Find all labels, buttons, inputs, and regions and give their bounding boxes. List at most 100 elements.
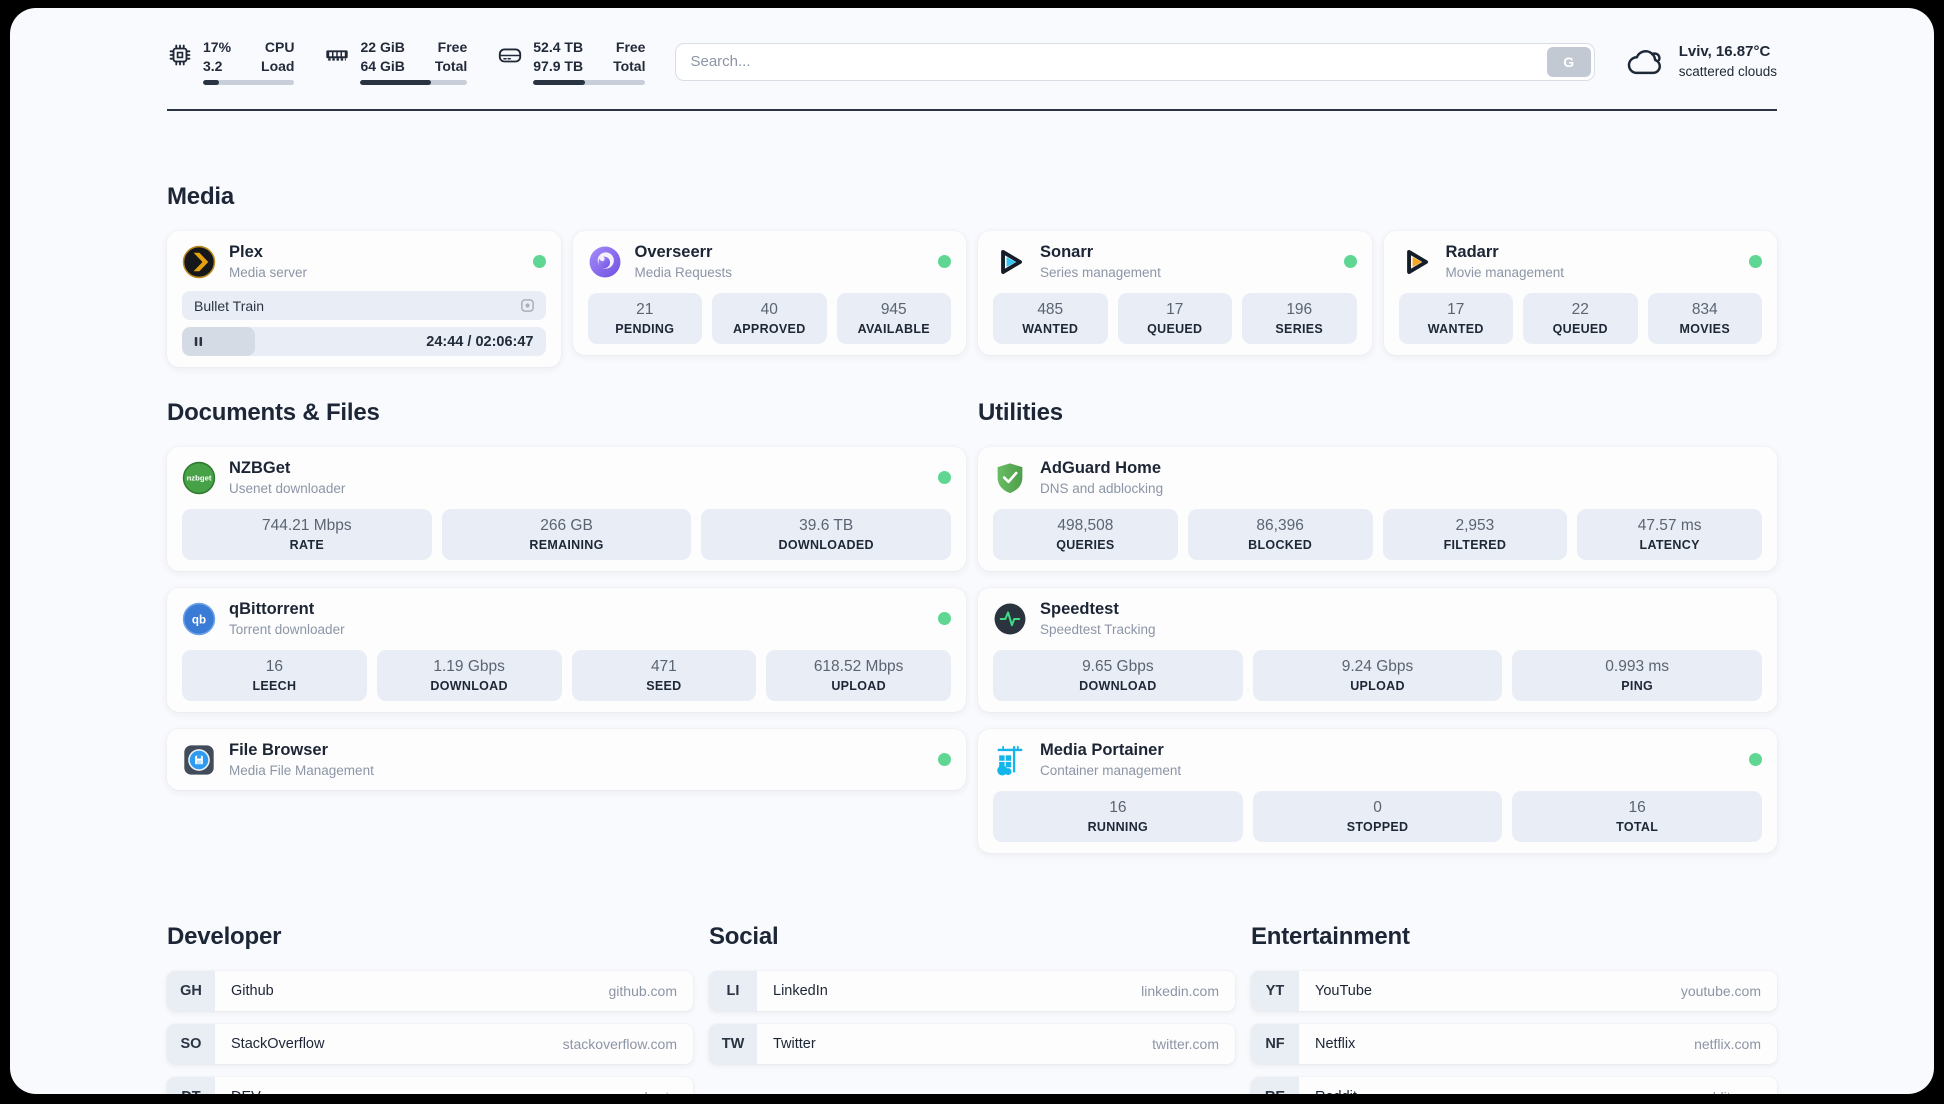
stat-box: 834 MOVIES — [1647, 293, 1762, 345]
stat-box: 21 PENDING — [587, 293, 702, 345]
link-row-stackoverflow[interactable]: SO StackOverflow stackoverflow.com — [167, 1024, 693, 1065]
app-name: Overseerr — [634, 243, 713, 262]
app-card-header: Sonarr Series management — [993, 242, 1357, 281]
stat-value: 0 — [1373, 798, 1382, 816]
section-media: Media Plex Media server Bullet Train 24:44 … — [167, 183, 1777, 368]
nzbget-icon: nzbget — [182, 461, 216, 495]
stat-value: 40 — [760, 301, 778, 319]
stat-value: 945 — [880, 301, 907, 319]
status-dot-online — [1343, 255, 1357, 269]
stat-label: DOWNLOAD — [1079, 679, 1157, 694]
pause-icon — [192, 335, 205, 348]
app-card-sonarr[interactable]: Sonarr Series management 485 WANTED 17 QUEUED… — [978, 231, 1372, 356]
stats-row: 9.65 Gbps DOWNLOAD 9.24 Gbps UPLOAD 0.993 ms… — [993, 649, 1763, 702]
app-subtitle: Series management — [1040, 265, 1161, 280]
link-url: twitter.com — [1152, 1036, 1219, 1053]
stat-value: 9.65 Gbps — [1082, 657, 1154, 675]
app-card-portainer[interactable]: Media Portainer Container management 16 RUN… — [978, 729, 1777, 854]
disk-monitor-body: 52.4 TB Free 97.9 TB Total — [533, 38, 646, 86]
stat-box: 196 SERIES — [1242, 293, 1357, 345]
stat-label: RUNNING — [1087, 820, 1149, 835]
stats-row: 16 LEECH 1.19 Gbps DOWNLOAD 471 SEED 618.52 Mb… — [182, 649, 951, 702]
link-row-dev[interactable]: DT DEV dev.to — [167, 1077, 693, 1094]
app-subtitle: Media Requests — [634, 265, 733, 280]
stat-value: 2,953 — [1455, 517, 1495, 534]
search-input[interactable] — [675, 42, 1595, 81]
overseerr-icon — [588, 245, 622, 279]
stat-box: 16 RUNNING — [993, 790, 1243, 843]
link-row-netflix[interactable]: NF Netflix netflix.com — [1251, 1024, 1777, 1065]
link-row-twitter[interactable]: TW Twitter twitter.com — [709, 1024, 1235, 1065]
link-row-github[interactable]: GH Github github.com — [167, 971, 693, 1012]
stat-label: MOVIES — [1679, 322, 1730, 337]
weather-text: Lviv, 16.87°C scattered clouds — [1679, 42, 1777, 80]
disk-free-value: 52.4 TB — [533, 39, 584, 55]
stat-label: STOPPED — [1346, 820, 1409, 835]
app-card-nzbget[interactable]: nzbget NZBGet Usenet downloader 744.21 Mbps… — [167, 447, 966, 572]
link-name: LinkedIn — [773, 983, 828, 1000]
stat-label: LATENCY — [1639, 538, 1700, 553]
link-row-youtube[interactable]: YT YouTube youtube.com — [1251, 971, 1777, 1012]
stat-label: PENDING — [615, 322, 675, 337]
stat-value: 1.19 Gbps — [433, 657, 505, 675]
stat-label: TOTAL — [1616, 820, 1659, 835]
stat-box: 266 GB REMAINING — [441, 509, 692, 561]
app-card-header: Radarr Movie management — [1399, 242, 1762, 281]
memory-monitor-body: 22 GiB Free 64 GiB Total — [360, 38, 468, 86]
stat-value: 618.52 Mbps — [813, 657, 904, 675]
link-rows: YT YouTube youtube.com NF Netflix netflix.com… — [1251, 971, 1777, 1094]
app-card-filebrowser[interactable]: File Browser Media File Management — [167, 729, 966, 790]
app-card-titles: Media Portainer Container management — [1040, 740, 1181, 779]
stat-value: 39.6 TB — [799, 517, 854, 534]
link-url: stackoverflow.com — [562, 1036, 677, 1053]
qbittorrent-icon: qb — [182, 602, 216, 636]
app-card-header: Overseerr Media Requests — [588, 242, 951, 281]
app-card-radarr[interactable]: Radarr Movie management 17 WANTED 22 QUEUED 83… — [1383, 231, 1777, 356]
disk-progress-bar — [533, 80, 646, 86]
search-engine-button[interactable]: G — [1546, 46, 1591, 77]
stat-box: 39.6 TB DOWNLOADED — [701, 509, 952, 561]
memory-free-label: Free — [437, 39, 468, 55]
stat-label: WANTED — [1022, 322, 1079, 337]
disk-monitor-widget: 52.4 TB Free 97.9 TB Total — [497, 38, 646, 86]
app-subtitle: DNS and adblocking — [1040, 480, 1164, 496]
column-utilities: Utilities AdGuard Home DNS and adblocking… — [978, 399, 1777, 854]
app-card-overseerr[interactable]: Overseerr Media Requests 21 PENDING 40 APPROV… — [572, 231, 966, 356]
link-abbr-badge: RE — [1251, 1077, 1299, 1094]
stat-box: 40 APPROVED — [712, 293, 827, 345]
stat-label: DOWNLOAD — [430, 679, 508, 694]
link-name: Github — [231, 983, 274, 1000]
app-subtitle: Movie management — [1445, 265, 1565, 280]
app-subtitle: Container management — [1040, 762, 1182, 778]
stats-row: 16 RUNNING 0 STOPPED 16 TOTAL — [993, 790, 1763, 843]
stat-label: UPLOAD — [1350, 679, 1405, 694]
weather-location-temp: Lviv, 16.87°C — [1678, 43, 1771, 61]
app-name: NZBGet — [229, 459, 291, 478]
app-card-speedtest[interactable]: Speedtest Speedtest Tracking 9.65 Gbps DOWN… — [978, 588, 1777, 713]
utilities-cards: AdGuard Home DNS and adblocking 498,508 QUE… — [978, 447, 1777, 854]
cpu-icon — [167, 42, 193, 68]
cpu-monitor-widget: 17% CPU 3.2 Load — [167, 38, 295, 86]
app-name: Sonarr — [1040, 243, 1094, 262]
app-card-titles: Plex Media server — [229, 242, 307, 281]
app-card-adguard[interactable]: AdGuard Home DNS and adblocking 498,508 QUE… — [978, 447, 1777, 572]
link-row-linkedin[interactable]: LI LinkedIn linkedin.com — [709, 971, 1235, 1012]
plex-icon — [182, 245, 216, 279]
app-card-plex[interactable]: Plex Media server Bullet Train 24:44 / 02:0… — [167, 231, 561, 368]
stat-value: 17 — [1447, 301, 1465, 319]
link-url: linkedin.com — [1141, 983, 1219, 1000]
stat-label: SEED — [646, 679, 682, 694]
app-card-titles: NZBGet Usenet downloader — [229, 458, 345, 497]
memory-free-value: 22 GiB — [360, 39, 405, 55]
link-row-reddit[interactable]: RE Reddit reddit.com — [1251, 1077, 1777, 1094]
stat-value: 834 — [1691, 301, 1718, 319]
link-abbr-badge: GH — [167, 971, 215, 1012]
svg-text:qb: qb — [192, 614, 206, 626]
stat-label: QUEUED — [1147, 322, 1203, 337]
stat-label: QUEUED — [1552, 322, 1608, 337]
stat-value: 485 — [1037, 301, 1064, 319]
cpu-usage-value: 17% — [203, 39, 232, 55]
app-card-qbittorrent[interactable]: qb qBittorrent Torrent downloader 16 LEECH 1.… — [167, 588, 966, 713]
status-dot-online — [938, 471, 951, 485]
stat-box: 22 QUEUED — [1523, 293, 1638, 345]
